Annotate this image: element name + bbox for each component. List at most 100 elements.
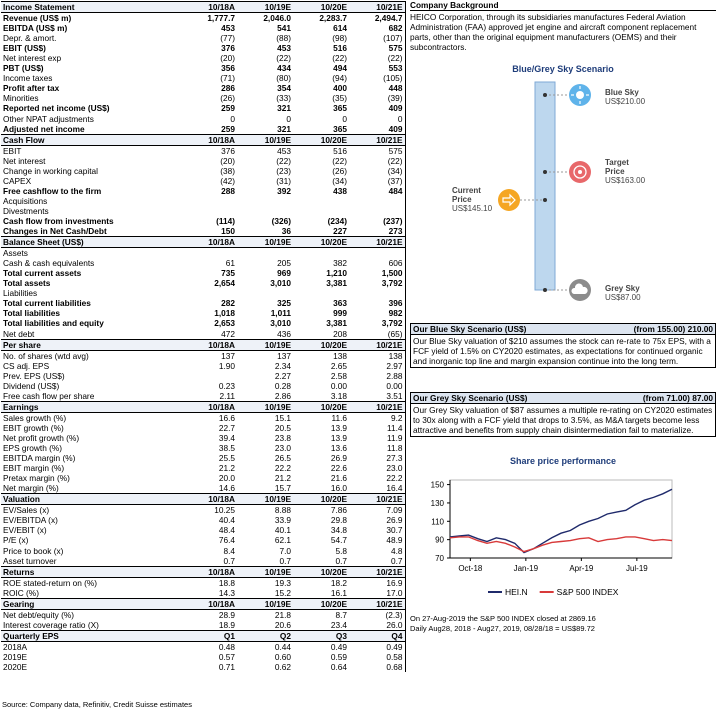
value-cell: 8.4 (223, 545, 235, 556)
label-cell: Total liabilities and equity (3, 318, 104, 329)
value-cell: 15.1 (274, 412, 291, 423)
label-cell: EBIT (US$) (3, 43, 46, 54)
label-cell: Depr. & amort. (3, 33, 57, 44)
value-cell: 3,010 (270, 318, 291, 329)
grey-sky-label: Grey Sky US$87.00 (605, 284, 641, 302)
cloud-icon (569, 279, 591, 301)
table-row: Total assets 2,654 3,010 3,381 3,792 (1, 278, 405, 288)
table-row: 2020E 0.71 0.62 0.64 0.68 (1, 662, 405, 672)
value-cell: 10/18A (181, 236, 237, 249)
value-cell: (114) (216, 216, 235, 226)
target-name: Target Price (605, 158, 629, 176)
label-cell: Net debt (3, 328, 35, 339)
value-cell: 453 (277, 43, 291, 54)
label-cell: Total assets (3, 278, 51, 289)
value-cell: 28.9 (218, 609, 235, 620)
value-cell: (77) (220, 33, 235, 44)
value-cell: 4.8 (390, 545, 403, 556)
value-cell: 14.3 (218, 587, 235, 598)
y-tick-label: 150 (431, 481, 445, 490)
value-cell: 21.6 (330, 473, 347, 484)
label-cell: Total liabilities (3, 308, 61, 319)
label-cell: EV/EBITDA (x) (3, 515, 58, 526)
value-cell: 10/19E (237, 236, 293, 249)
value-cell: 354 (277, 83, 291, 94)
grey-box-header: Our Grey Sky Scenario (US$) (from 71.00) … (411, 393, 715, 404)
value-cell: (80) (276, 73, 291, 84)
value-cell: 76.4 (218, 535, 235, 546)
value-cell: 8.7 (335, 609, 347, 620)
table-row: PBT (US$) 356 434 494 553 (1, 63, 405, 73)
value-cell (293, 206, 349, 216)
value-cell: 2.11 (219, 390, 235, 401)
value-cell: 22.2 (274, 463, 291, 474)
blue-sky-name: Blue Sky (605, 88, 639, 97)
value-cell: 20.5 (274, 422, 291, 433)
table-row: CS adj. EPS 1.90 2.34 2.65 2.97 (1, 361, 405, 371)
value-cell: 23.0 (386, 463, 403, 474)
table-row: Net interest (20) (22) (22) (22) (1, 156, 405, 166)
value-cell: 48.4 (218, 525, 235, 536)
label-cell: EBIT growth (%) (3, 422, 64, 433)
value-cell: 2.88 (386, 370, 403, 381)
value-cell: 472 (221, 328, 235, 339)
value-cell: (42) (220, 175, 235, 186)
value-cell: 682 (388, 23, 403, 34)
value-cell: 0.7 (223, 555, 235, 566)
value-cell: (22) (332, 155, 347, 166)
table-row: Net debt/equity (%) 28.9 21.8 8.7 (2.3) (1, 609, 405, 620)
value-cell: 18.8 (218, 577, 235, 588)
table-row: Other NPAT adjustments 0 0 0 0 (1, 114, 405, 124)
value-cell: 1,210 (326, 268, 347, 279)
value-cell: (2.3) (385, 609, 403, 620)
label-cell: 2020E (3, 662, 27, 673)
value-cell: (326) (271, 216, 291, 226)
value-cell: 0.62 (274, 662, 291, 673)
value-cell (349, 206, 405, 216)
value-cell: (22) (387, 53, 403, 64)
value-cell: 137 (277, 350, 291, 361)
label-cell: Minorities (3, 93, 39, 104)
value-cell: 5.8 (335, 545, 347, 556)
table-row: Change in working capital (38) (23) (26) (34… (1, 166, 405, 176)
label-cell: Revenue (US$ m) (3, 13, 72, 24)
table-row: Profit after tax 286 354 400 448 (1, 83, 405, 93)
value-cell: 10/21E (349, 0, 405, 14)
value-cell: 10/21E (349, 597, 405, 610)
value-cell: 10/20E (293, 493, 349, 506)
value-cell: 138 (388, 350, 403, 361)
current-name: Current Price (452, 186, 481, 204)
value-cell: 0.49 (386, 641, 403, 652)
value-cell: 1.90 (218, 360, 235, 371)
value-cell: 282 (221, 298, 235, 309)
value-cell: 26.0 (386, 619, 403, 630)
value-cell: 606 (388, 258, 403, 269)
value-cell: 10/18A (181, 493, 237, 506)
value-cell: 33.9 (274, 515, 291, 526)
value-cell: 7.0 (279, 545, 291, 556)
value-cell: 409 (388, 123, 403, 134)
value-cell (237, 288, 293, 298)
value-cell: Q1 (181, 629, 237, 642)
value-cell: (23) (276, 165, 291, 176)
table-row: Adjusted net income 259 321 365 409 (1, 124, 405, 135)
value-cell: 2.34 (274, 360, 291, 371)
value-cell: (94) (332, 73, 347, 84)
value-cell: 20.0 (218, 473, 235, 484)
value-cell (293, 248, 349, 259)
label-cell: Income Statement (1, 0, 181, 14)
grey-sky-name: Grey Sky (605, 284, 640, 293)
table-row: Sales growth (%) 16.6 15.1 11.6 9.2 (1, 412, 405, 423)
table-row: Total liabilities and equity 2,653 3,010 3,… (1, 318, 405, 328)
target-icon (569, 161, 591, 183)
value-cell: 10/21E (349, 565, 405, 578)
label-cell: Earnings (1, 400, 181, 413)
note: Daily Aug28, 2018 - Aug27, 2019, 08/28/1… (410, 624, 595, 633)
table-row: Net margin (%) 14.6 15.7 16.0 16.4 (1, 483, 405, 494)
value-cell: 516 (333, 43, 347, 54)
label-cell: Net profit growth (%) (3, 432, 80, 443)
value-cell: 321 (277, 123, 291, 134)
label-cell: Total current liabilities (3, 298, 91, 309)
table-row: Free cashflow to the firm 288 392 438 484 (1, 186, 405, 196)
